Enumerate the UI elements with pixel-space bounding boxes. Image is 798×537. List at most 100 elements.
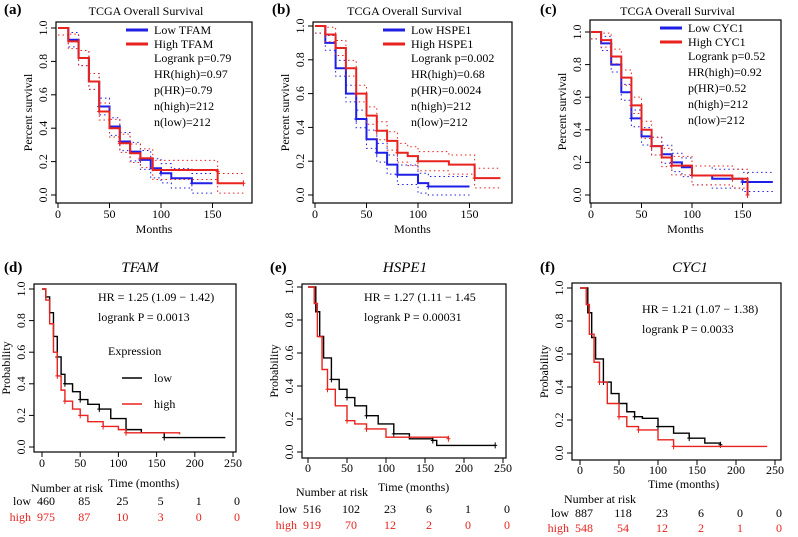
stat-text: logrank P = 0.0033 — [642, 322, 734, 336]
x-tick-label: 0 — [39, 456, 45, 470]
legend-label: Low TFAM — [154, 23, 212, 37]
survival-curve-high-cyc1 — [591, 31, 749, 195]
y-tick-label: 0.2 — [36, 154, 50, 169]
stat-text: HR = 1.25 (1.09 − 1.42) — [98, 290, 214, 304]
legend-label: low — [154, 371, 172, 385]
risk-low-value: 6 — [698, 506, 704, 520]
risk-low-value: 0 — [234, 494, 240, 508]
censor-mark — [395, 149, 400, 156]
stat-text: logrank P = 0.0013 — [98, 310, 190, 324]
y-tick-label: 0.8 — [293, 52, 307, 67]
censor-mark — [671, 443, 676, 450]
stat-text: Logrank p=0.79 — [154, 51, 231, 65]
x-tick-label: 200 — [727, 463, 745, 477]
gene-title: HSPE1 — [382, 260, 427, 276]
y-tick-label: 0.4 — [570, 122, 584, 137]
risk-low-value: 6 — [426, 502, 432, 516]
panel-a: (a) 0.0 0.2 0.4 0.6 0.8 1.0 0 50 100 150 Percent su… — [4, 2, 253, 236]
x-tick-label: 100 — [152, 207, 170, 221]
x-tick-label: 50 — [636, 207, 648, 221]
y-tick-label: 0.4 — [293, 120, 307, 135]
censor-mark — [730, 175, 735, 182]
plot-frame — [571, 282, 782, 461]
panel-b: (b) 0.0 0.2 0.4 0.6 0.8 1.0 0 50 100 150 Percent su… — [272, 2, 513, 236]
risk-high-value: 0 — [465, 518, 471, 532]
x-tick-label: 200 — [186, 456, 204, 470]
risk-high-value: 0 — [776, 521, 782, 535]
risk-high-value: 2 — [698, 521, 704, 535]
risk-high-value: 54 — [617, 521, 629, 535]
legend-label: High CYC1 — [688, 35, 746, 49]
y-axis-label: Probability — [537, 345, 551, 398]
y-tick-label: 0.6 — [36, 87, 50, 102]
censor-mark — [117, 140, 122, 147]
stat-text: HR = 1.21 (1.07 − 1.38) — [642, 302, 758, 316]
censor-mark — [740, 178, 745, 185]
y-tick-label: 0.6 — [552, 347, 566, 362]
stat-text: Logrank p=0.002 — [411, 51, 494, 65]
confidence-band — [315, 32, 501, 189]
risk-low-value: 118 — [614, 506, 632, 520]
censor-mark — [62, 380, 67, 387]
censor-mark — [124, 429, 129, 436]
y-tick-label: 1.0 — [552, 281, 566, 296]
stat-text: p(HR)=0.0024 — [411, 83, 481, 97]
y-tick-label: 1.0 — [14, 282, 28, 297]
censor-mark — [636, 426, 641, 433]
censor-mark — [241, 180, 246, 187]
x-tick-label: 50 — [613, 463, 625, 477]
confidence-band — [591, 38, 773, 193]
stat-text: n(low)=212 — [411, 115, 468, 129]
x-tick-label: 0 — [588, 207, 594, 221]
risk-low-value: 0 — [776, 506, 782, 520]
x-tick-label: 100 — [109, 456, 127, 470]
censor-mark — [215, 168, 220, 175]
confidence-band — [58, 34, 244, 194]
censor-mark — [632, 413, 637, 420]
x-axis-label: Time (months) — [108, 476, 179, 490]
x-tick-label: 100 — [683, 207, 701, 221]
stat-text: logrank P = 0.00031 — [364, 310, 462, 324]
risk-title: Number at risk — [31, 481, 103, 495]
censor-mark — [617, 413, 621, 420]
censor-mark — [493, 442, 498, 449]
risk-low-value: 85 — [78, 494, 90, 508]
x-tick-label: 100 — [377, 461, 395, 475]
risk-high-value: 12 — [384, 518, 396, 532]
censor-mark — [687, 435, 692, 442]
x-tick-label: 150 — [416, 461, 434, 475]
x-tick-label: 50 — [74, 456, 86, 470]
x-tick-label: 150 — [148, 456, 166, 470]
censor-mark — [329, 376, 334, 383]
panel-e: (e)0.00.20.40.60.81.00 50 100 150 200 250Prob… — [267, 260, 512, 532]
risk-high-value: high — [10, 510, 31, 524]
censor-mark — [364, 425, 369, 432]
y-tick-label: 0.6 — [282, 346, 296, 361]
y-axis-label: Percent survival — [555, 72, 569, 150]
y-tick-label: 0.4 — [552, 380, 566, 395]
x-tick-label: 250 — [224, 456, 242, 470]
censor-mark — [656, 423, 660, 430]
y-tick-label: 0.8 — [36, 54, 50, 69]
survival-curve-high — [42, 288, 181, 435]
y-tick-label: 0.2 — [570, 155, 584, 170]
stat-text: n(high)=212 — [688, 97, 748, 111]
panel-c: (c) 0.0 0.2 0.4 0.6 0.8 1.0 0 50 100 150 Percent su… — [540, 2, 782, 236]
y-tick-label: 0.0 — [552, 446, 566, 461]
y-tick-label: 0.6 — [293, 86, 307, 101]
chart-title: TCGA Overall Survival — [89, 4, 204, 18]
risk-low-value: 0 — [737, 506, 743, 520]
stat-text: n(low)=212 — [688, 113, 745, 127]
y-tick-label: 0.4 — [14, 376, 28, 391]
legend-label: high — [154, 397, 175, 411]
censor-mark — [391, 430, 396, 437]
plot-frame — [589, 19, 782, 204]
censor-mark — [62, 398, 67, 405]
legend-label: Low HSPE1 — [411, 23, 471, 37]
y-tick-label: 0.0 — [282, 445, 296, 460]
x-tick-label: 0 — [55, 207, 61, 221]
censor-mark — [97, 406, 102, 413]
legend-title: Expression — [108, 344, 161, 358]
risk-high-value: 10 — [116, 510, 128, 524]
